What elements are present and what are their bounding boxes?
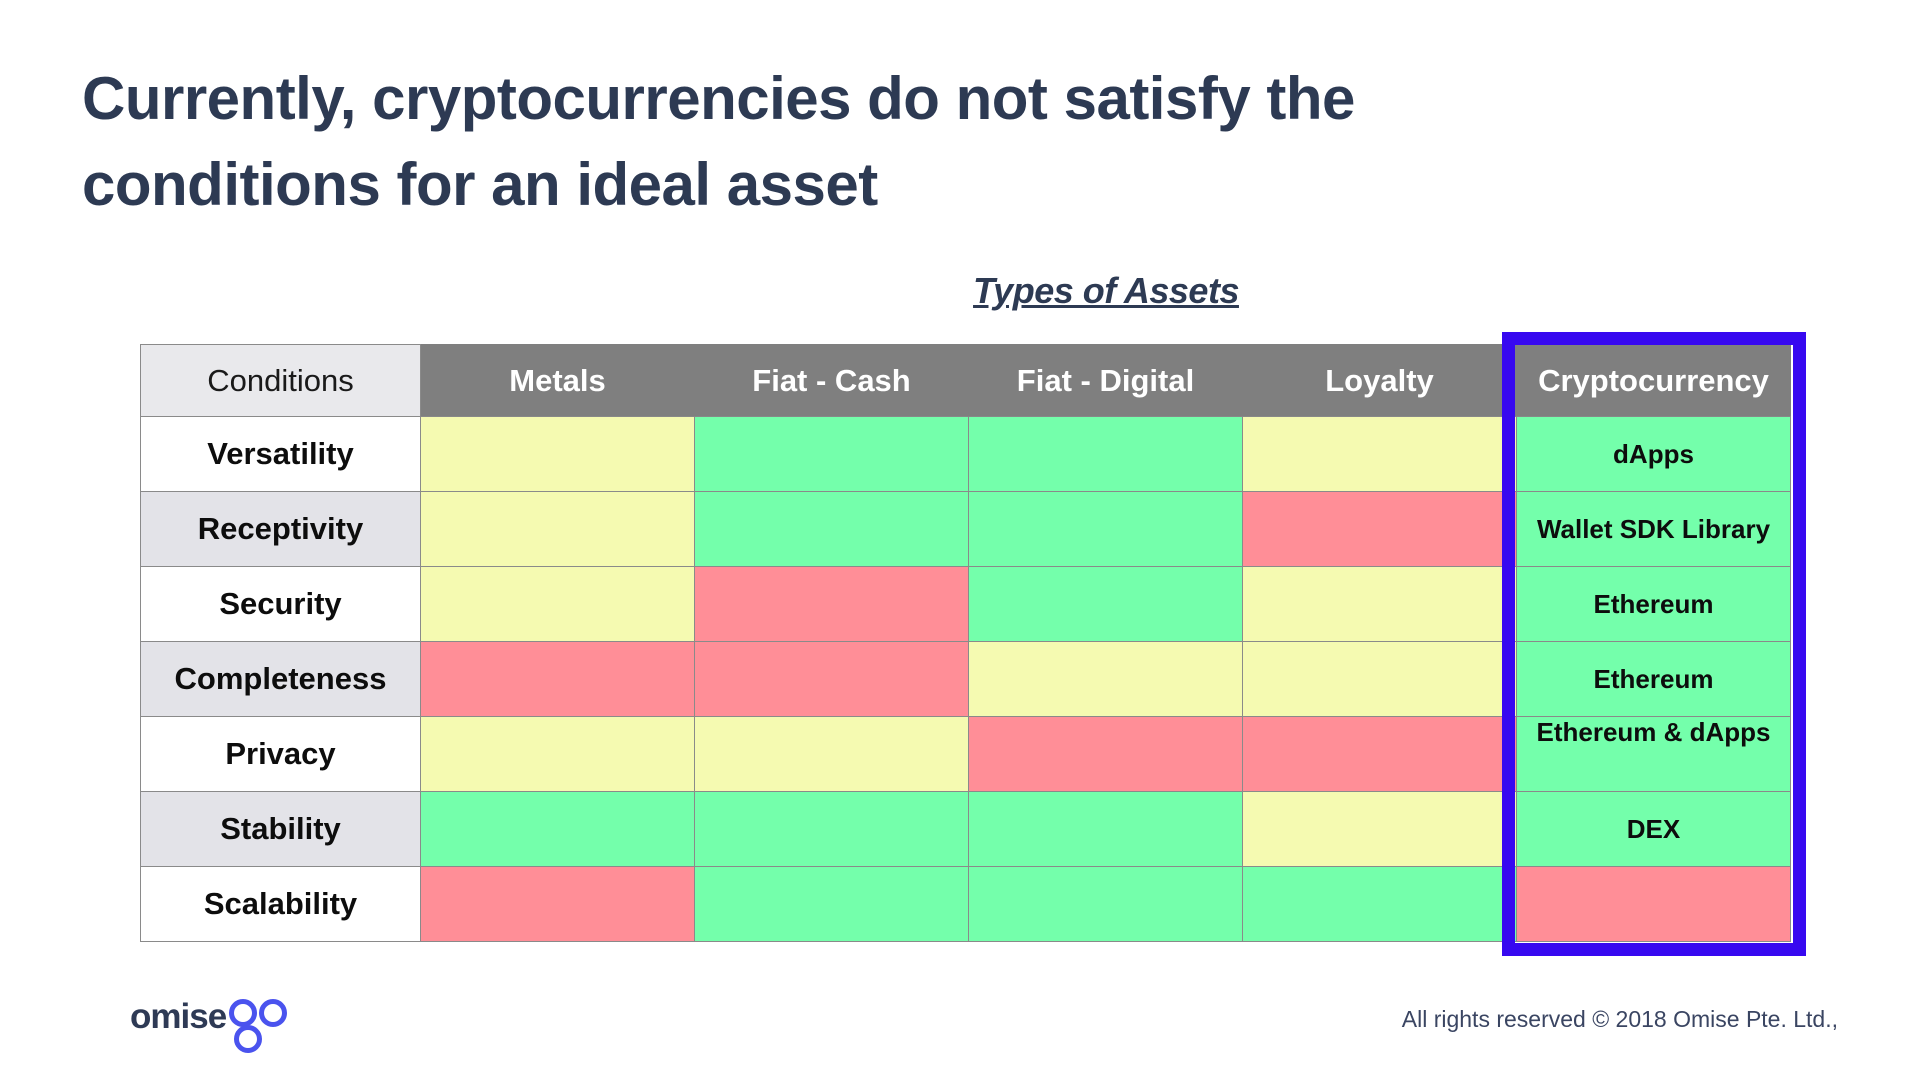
rating-cell-green (968, 566, 1243, 642)
rating-cell-green (420, 791, 695, 867)
rating-cell-red (694, 641, 969, 717)
rating-cell-green (694, 866, 969, 942)
col-header-conditions: Conditions (140, 344, 421, 417)
rating-cell-yellow (1242, 416, 1517, 492)
rating-cell-green (968, 416, 1243, 492)
condition-label: Stability (140, 791, 421, 867)
condition-label: Receptivity (140, 491, 421, 567)
condition-label: Security (140, 566, 421, 642)
rating-cell-yellow (420, 491, 695, 567)
rating-cell-green (694, 791, 969, 867)
rating-cell-green (968, 866, 1243, 942)
table-row: Privacy Ethereum & dApps (140, 716, 1791, 792)
rating-cell-red (1242, 716, 1517, 792)
rating-cell-yellow (694, 716, 969, 792)
table-row: Versatility dApps (140, 416, 1791, 492)
rating-cell-green (694, 416, 969, 492)
condition-label: Scalability (140, 866, 421, 942)
rating-cell-yellow (1242, 791, 1517, 867)
table-row: Security Ethereum (140, 566, 1791, 642)
logo-text: omise (130, 997, 227, 1036)
rating-cell-yellow (420, 716, 695, 792)
copyright-text: All rights reserved © 2018 Omise Pte. Lt… (1401, 1006, 1838, 1032)
rating-cell-red (694, 566, 969, 642)
col-header-cryptocurrency: Cryptocurrency (1516, 344, 1791, 417)
rating-cell-red (420, 641, 695, 717)
asset-comparison-table: Conditions Metals Fiat - Cash Fiat - Dig… (140, 344, 1791, 942)
slide-title-line2: conditions for an ideal asset (82, 151, 878, 219)
rating-cell-red (1242, 491, 1517, 567)
rating-cell-green: dApps (1516, 416, 1791, 492)
col-header-loyalty: Loyalty (1242, 344, 1517, 417)
condition-label: Versatility (140, 416, 421, 492)
table-row: Scalability (140, 866, 1791, 942)
rating-cell-green: Wallet SDK Library (1516, 491, 1791, 567)
rating-cell-red (1516, 866, 1791, 942)
omisego-logo: omise (130, 996, 303, 1054)
col-header-metals: Metals (420, 344, 695, 417)
rating-cell-green: DEX (1516, 791, 1791, 867)
col-header-fiat-digital: Fiat - Digital (968, 344, 1243, 417)
rating-cell-red (968, 716, 1243, 792)
slide-title: Currently, cryptocurrencies do not satis… (82, 56, 1682, 229)
rating-cell-red (420, 866, 695, 942)
rating-cell-green (694, 491, 969, 567)
rating-cell-yellow (1242, 641, 1517, 717)
table-row: Stability DEX (140, 791, 1791, 867)
rating-cell-green: Ethereum (1516, 566, 1791, 642)
logo-go-circles-icon (229, 999, 288, 1053)
rating-cell-green (1242, 866, 1517, 942)
condition-label: Privacy (140, 716, 421, 792)
rating-cell-green (968, 491, 1243, 567)
table-row: Completeness Ethereum (140, 641, 1791, 717)
slide-title-line1: Currently, cryptocurrencies do not satis… (82, 65, 1355, 132)
rating-cell-yellow (420, 416, 695, 492)
condition-label: Completeness (140, 641, 421, 717)
rating-cell-green: Ethereum (1516, 641, 1791, 717)
rating-cell-green (968, 791, 1243, 867)
table-caption: Types of Assets (973, 270, 1239, 311)
rating-cell-yellow (420, 566, 695, 642)
col-header-fiat-cash: Fiat - Cash (694, 344, 969, 417)
rating-cell-green: Ethereum & dApps (1516, 716, 1791, 792)
rating-cell-yellow (1242, 566, 1517, 642)
asset-table-body: Versatility dApps Receptivity Wallet SDK Li… (140, 416, 1791, 942)
rating-cell-yellow (968, 641, 1243, 717)
table-row: Receptivity Wallet SDK Library (140, 491, 1791, 567)
header-row: Conditions Metals Fiat - Cash Fiat - Dig… (140, 344, 1791, 417)
